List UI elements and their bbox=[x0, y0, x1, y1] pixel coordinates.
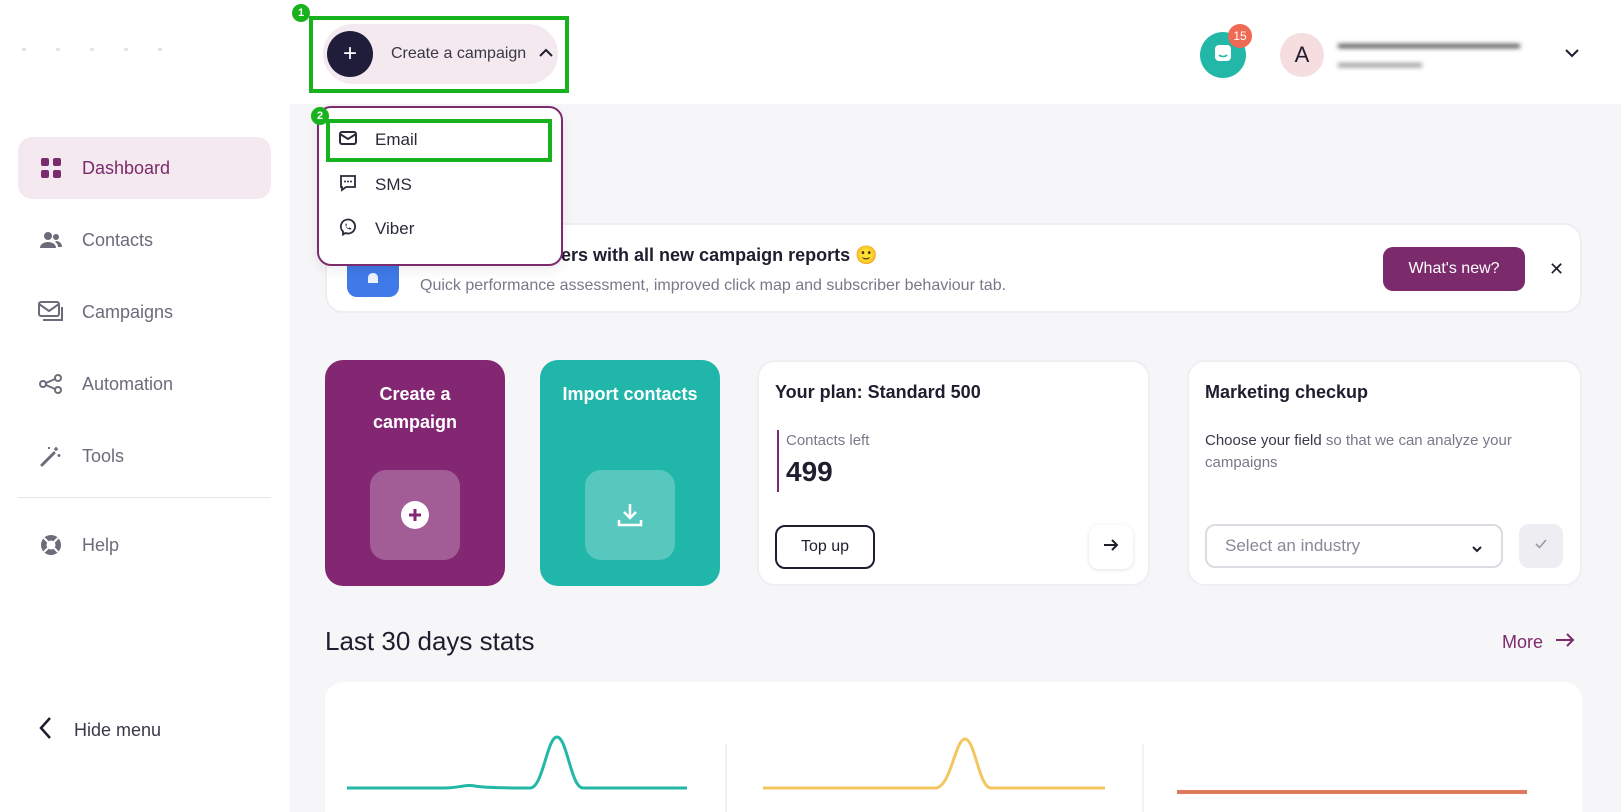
checkup-title: Marketing checkup bbox=[1205, 382, 1369, 402]
sidebar-item-label: Help bbox=[82, 534, 120, 555]
contacts-left-value: 499 bbox=[786, 456, 833, 487]
annotation-number-1: 1 bbox=[292, 4, 310, 22]
confirm-industry-button[interactable] bbox=[1519, 524, 1563, 568]
sidebar-item-label: Tools bbox=[82, 445, 125, 466]
top-up-button[interactable]: Top up bbox=[775, 525, 875, 569]
plus-circle-icon bbox=[370, 470, 460, 560]
automation-icon bbox=[38, 371, 64, 397]
sidebar-item-label: Automation bbox=[82, 373, 174, 394]
download-icon bbox=[585, 470, 675, 560]
industry-select[interactable]: Select an industry bbox=[1205, 524, 1503, 568]
sidebar-item-campaigns[interactable]: Campaigns bbox=[18, 281, 271, 343]
chevron-down-icon[interactable] bbox=[1564, 45, 1580, 63]
card-title: Import contacts bbox=[562, 384, 698, 404]
plan-title: Your plan: Standard 500 bbox=[775, 382, 981, 402]
sidebar-item-help[interactable]: Help bbox=[18, 514, 271, 576]
sidebar-item-automation[interactable]: Automation bbox=[18, 353, 271, 415]
more-link[interactable]: More bbox=[1502, 632, 1575, 653]
more-label: More bbox=[1502, 632, 1544, 652]
logo bbox=[22, 38, 242, 62]
mail-icon bbox=[339, 130, 357, 151]
arrow-right-icon bbox=[1103, 538, 1119, 557]
check-icon bbox=[1534, 537, 1548, 555]
users-icon bbox=[38, 227, 64, 253]
marketing-checkup-card: Marketing checkup Choose your field so t… bbox=[1187, 360, 1582, 586]
notification-badge: 15 bbox=[1228, 24, 1252, 48]
chevron-up-icon bbox=[538, 45, 554, 63]
import-contacts-card[interactable]: Import contacts bbox=[540, 360, 720, 586]
grid-icon bbox=[38, 155, 64, 181]
sidebar-item-label: Contacts bbox=[82, 229, 154, 250]
chat-icon bbox=[1213, 43, 1233, 68]
checkup-desc-rest: so that we can analyze your campaigns bbox=[1205, 432, 1512, 471]
checkup-description: Choose your field so that we can analyze… bbox=[1205, 430, 1535, 474]
close-icon[interactable]: ✕ bbox=[1549, 259, 1565, 279]
whats-new-button[interactable]: What's new? bbox=[1383, 247, 1525, 291]
annotation-number-2: 2 bbox=[311, 107, 329, 125]
plan-accent-line bbox=[777, 430, 779, 492]
campaign-type-dropdown: Email SMS Viber bbox=[317, 106, 563, 266]
sidebar-item-tools[interactable]: Tools bbox=[18, 425, 271, 487]
contacts-left-label: Contacts left bbox=[786, 432, 870, 449]
hide-menu-button[interactable]: Hide menu bbox=[38, 716, 161, 745]
annotation-box-step-2 bbox=[326, 119, 552, 162]
campaigns-icon bbox=[38, 299, 64, 325]
sms-icon bbox=[339, 174, 357, 197]
chevron-left-icon bbox=[38, 716, 52, 745]
sidebar-item-contacts[interactable]: Contacts bbox=[18, 209, 271, 271]
stats-title: Last 30 days stats bbox=[325, 626, 535, 656]
create-campaign-label: Create a campaign bbox=[391, 45, 527, 62]
dropdown-item-email[interactable]: Email bbox=[339, 123, 539, 157]
chevron-down-icon bbox=[1471, 540, 1483, 558]
checkup-desc-strong: Choose your field bbox=[1205, 432, 1322, 449]
avatar[interactable]: A bbox=[1280, 33, 1324, 77]
arrow-right-icon bbox=[1555, 633, 1575, 652]
create-campaign-button[interactable]: + Create a campaign bbox=[323, 24, 558, 84]
plan-arrow-button[interactable] bbox=[1089, 525, 1133, 569]
dropdown-item-label: SMS bbox=[375, 175, 412, 194]
viber-icon bbox=[339, 218, 357, 241]
sidebar-item-label: Dashboard bbox=[82, 157, 171, 178]
sidebar: Dashboard Contacts Campaigns Automation … bbox=[0, 0, 290, 812]
plan-card: Your plan: Standard 500 Contacts left 49… bbox=[757, 360, 1150, 586]
magic-wand-icon bbox=[38, 443, 64, 469]
annotation-box-step-1 bbox=[309, 16, 569, 93]
sparkline-yellow bbox=[763, 737, 1105, 790]
banner-subtitle: Quick performance assessment, improved c… bbox=[420, 277, 1007, 294]
industry-select-placeholder: Select an industry bbox=[1225, 536, 1361, 555]
sidebar-nav: Dashboard Contacts Campaigns Automation … bbox=[18, 137, 271, 586]
stats-card bbox=[325, 682, 1582, 812]
sidebar-item-label: Campaigns bbox=[82, 301, 174, 322]
dropdown-item-label: Viber bbox=[375, 219, 415, 238]
hide-menu-label: Hide menu bbox=[74, 720, 162, 740]
dropdown-item-sms[interactable]: SMS bbox=[339, 168, 539, 202]
sidebar-divider bbox=[18, 497, 271, 498]
sidebar-item-dashboard[interactable]: Dashboard bbox=[18, 137, 271, 199]
dropdown-item-label: Email bbox=[375, 130, 418, 149]
create-campaign-card[interactable]: Create a campaign bbox=[325, 360, 505, 586]
dropdown-item-viber[interactable]: Viber bbox=[339, 212, 539, 246]
plus-icon: + bbox=[327, 31, 373, 77]
account-info-redacted: ▬▬▬▬▬▬▬▬▬▬▬▬▬▬ ▬▬▬▬▬▬▬ bbox=[1338, 36, 1520, 70]
sparkline-teal bbox=[347, 735, 687, 790]
top-bar: + Create a campaign 15 A ▬▬▬▬▬▬▬▬▬▬▬▬▬▬ … bbox=[290, 0, 1621, 104]
lifebuoy-icon bbox=[38, 532, 64, 558]
card-title: Create a campaign bbox=[372, 384, 458, 432]
